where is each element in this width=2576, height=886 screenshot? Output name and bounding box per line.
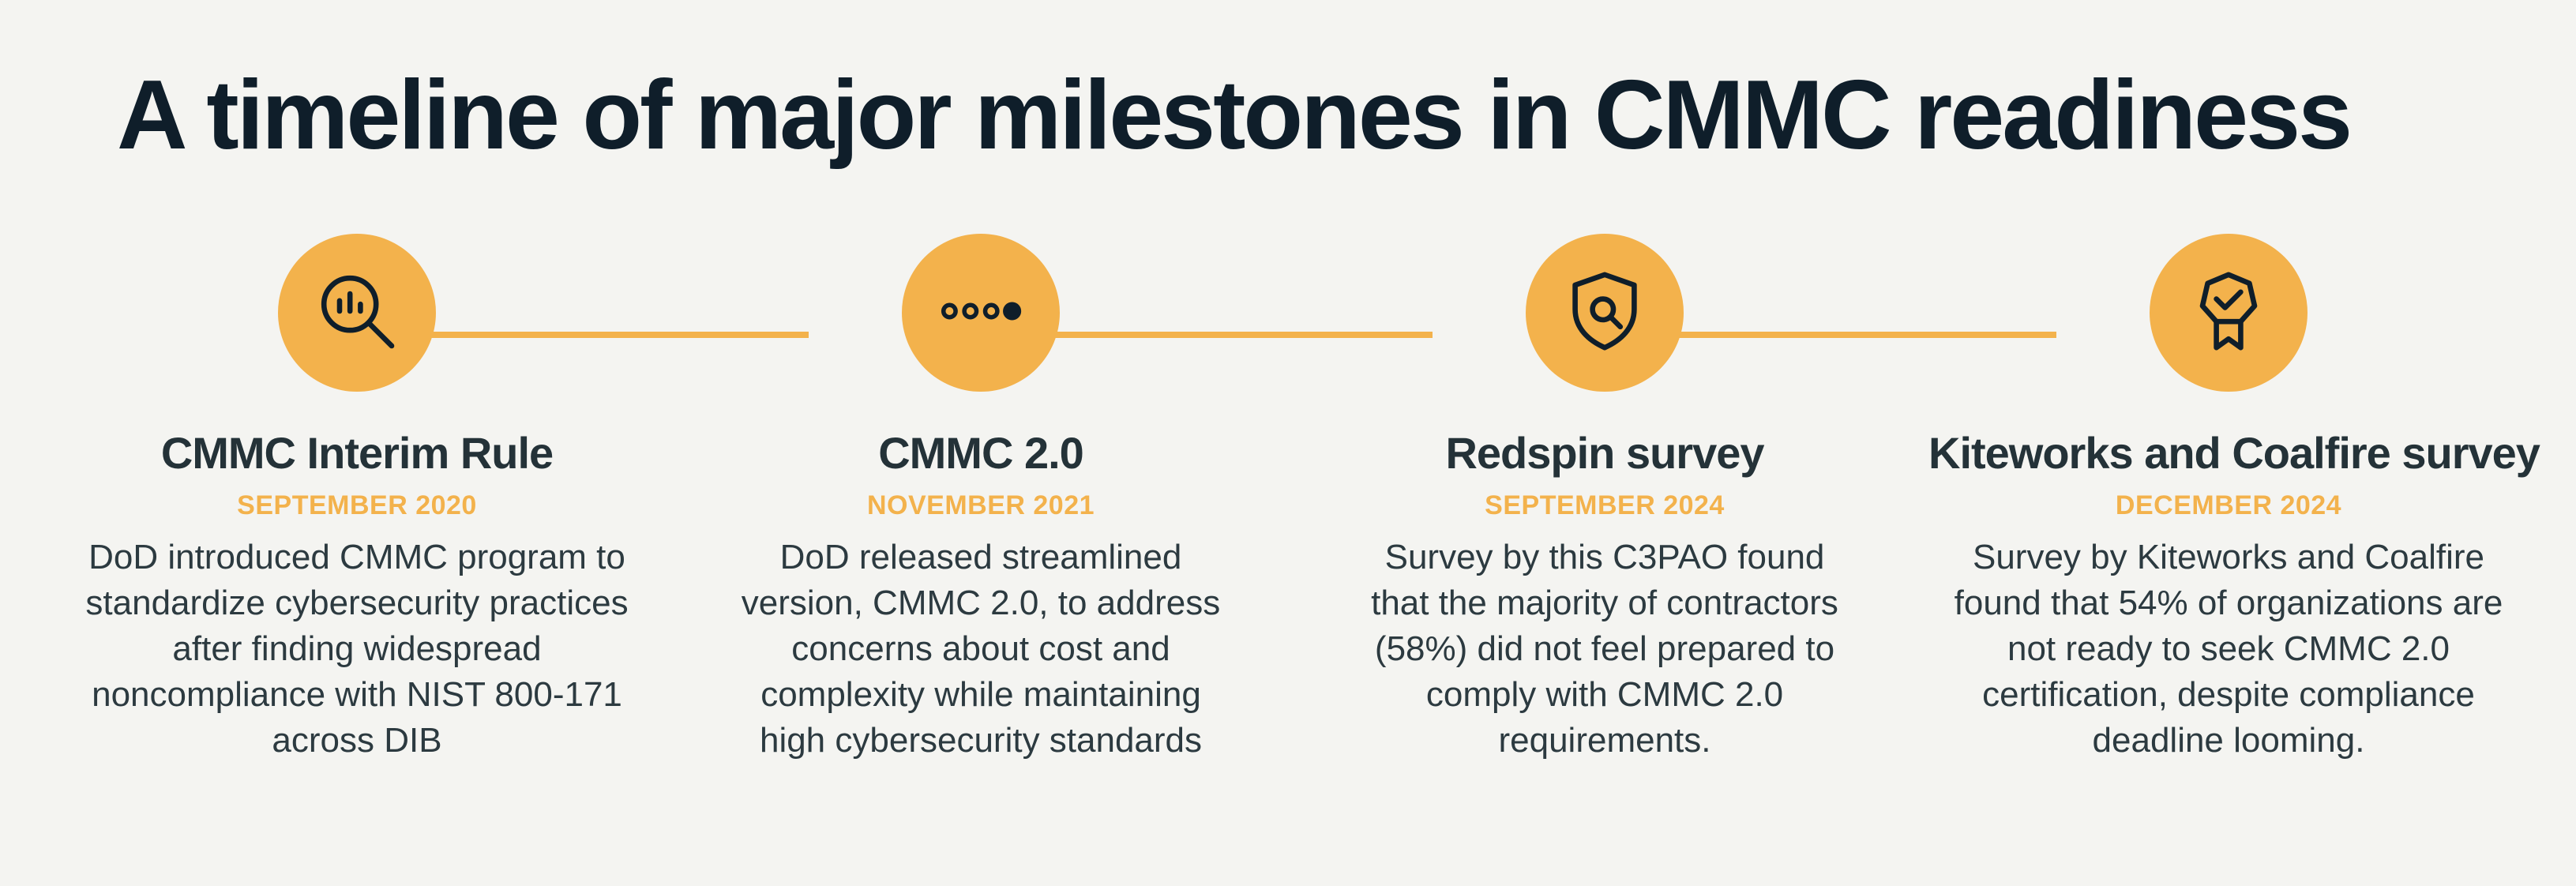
milestone-text: Redspin survey SEPTEMBER 2024 Survey by … (1305, 428, 1905, 764)
milestone-title: Redspin survey (1445, 428, 1764, 478)
milestone-date: SEPTEMBER 2024 (1485, 490, 1725, 521)
milestone-icon-circle (902, 234, 1060, 392)
milestone-description: DoD introduced CMMC program to standardi… (85, 538, 629, 760)
timeline-connector (981, 332, 1433, 338)
milestone-text: CMMC 2.0 NOVEMBER 2021 DoD released stre… (681, 428, 1281, 764)
award-badge-icon (2185, 268, 2272, 359)
milestone-title: CMMC 2.0 (878, 428, 1084, 478)
milestone-icon-circle (278, 234, 436, 392)
milestone-title: Kiteworks and Coalfire survey (1928, 428, 2540, 478)
milestone-description: Survey by Kiteworks and Coalfire found t… (1954, 538, 2503, 760)
milestone-description: DoD released streamlined version, CMMC 2… (741, 538, 1221, 760)
timeline-connector (357, 332, 809, 338)
shield-search-icon (1561, 268, 1648, 359)
milestone-date: SEPTEMBER 2020 (237, 490, 477, 521)
milestone-icon-circle (1526, 234, 1684, 392)
timeline-connector (1605, 332, 2056, 338)
progress-dots-icon (937, 268, 1024, 359)
milestone-icon-circle (2150, 234, 2308, 392)
milestone-description: Survey by this C3PAO found that the majo… (1371, 538, 1838, 760)
milestone-title: CMMC Interim Rule (160, 428, 554, 478)
milestone-text: CMMC Interim Rule SEPTEMBER 2020 DoD int… (57, 428, 657, 764)
page-title: A timeline of major milestones in CMMC r… (117, 61, 2353, 170)
milestone-text: Kiteworks and Coalfire survey DECEMBER 2… (1928, 428, 2540, 764)
milestone-date: DECEMBER 2024 (2115, 490, 2342, 521)
milestone-date: NOVEMBER 2021 (866, 490, 1095, 521)
magnifier-chart-icon (314, 268, 400, 359)
